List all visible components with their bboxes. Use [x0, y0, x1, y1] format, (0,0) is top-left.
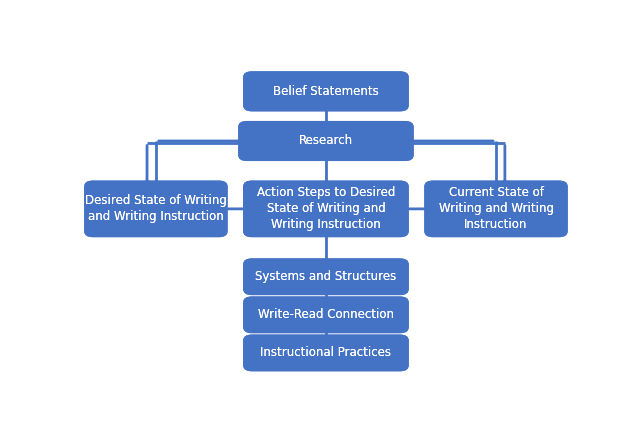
Text: Desired State of Writing
and Writing Instruction: Desired State of Writing and Writing Ins…: [85, 194, 227, 223]
FancyBboxPatch shape: [243, 296, 409, 333]
FancyBboxPatch shape: [243, 71, 409, 111]
Text: Current State of
Writing and Writing
Instruction: Current State of Writing and Writing Ins…: [438, 186, 553, 231]
FancyBboxPatch shape: [243, 335, 409, 371]
Text: Research: Research: [299, 135, 353, 147]
FancyBboxPatch shape: [238, 121, 413, 161]
Text: Action Steps to Desired
State of Writing and
Writing Instruction: Action Steps to Desired State of Writing…: [257, 186, 395, 231]
Text: Belief Statements: Belief Statements: [273, 85, 379, 98]
FancyBboxPatch shape: [243, 181, 409, 237]
Text: Research: Research: [299, 135, 353, 147]
FancyBboxPatch shape: [243, 335, 409, 371]
Text: Systems and Structures: Systems and Structures: [255, 270, 397, 283]
FancyBboxPatch shape: [243, 258, 409, 295]
FancyBboxPatch shape: [424, 181, 568, 237]
Text: Write-Read Connection: Write-Read Connection: [258, 308, 394, 321]
FancyBboxPatch shape: [243, 296, 409, 333]
Text: Systems and Structures: Systems and Structures: [255, 270, 397, 283]
Text: Action Steps to Desired
State of Writing and
Writing Instruction: Action Steps to Desired State of Writing…: [257, 186, 395, 231]
FancyBboxPatch shape: [243, 71, 409, 111]
Text: Write-Read Connection: Write-Read Connection: [258, 308, 394, 321]
FancyBboxPatch shape: [84, 181, 228, 237]
FancyBboxPatch shape: [238, 121, 413, 161]
Text: Desired State of Writing
and Writing Instruction: Desired State of Writing and Writing Ins…: [85, 194, 227, 223]
Text: Instructional Practices: Instructional Practices: [261, 347, 391, 359]
Text: Current State of
Writing and Writing
Instruction: Current State of Writing and Writing Ins…: [438, 186, 553, 231]
Text: Instructional Practices: Instructional Practices: [261, 347, 391, 359]
FancyBboxPatch shape: [243, 181, 409, 237]
Text: Belief Statements: Belief Statements: [273, 85, 379, 98]
FancyBboxPatch shape: [243, 258, 409, 295]
FancyBboxPatch shape: [84, 181, 228, 237]
FancyBboxPatch shape: [424, 181, 568, 237]
